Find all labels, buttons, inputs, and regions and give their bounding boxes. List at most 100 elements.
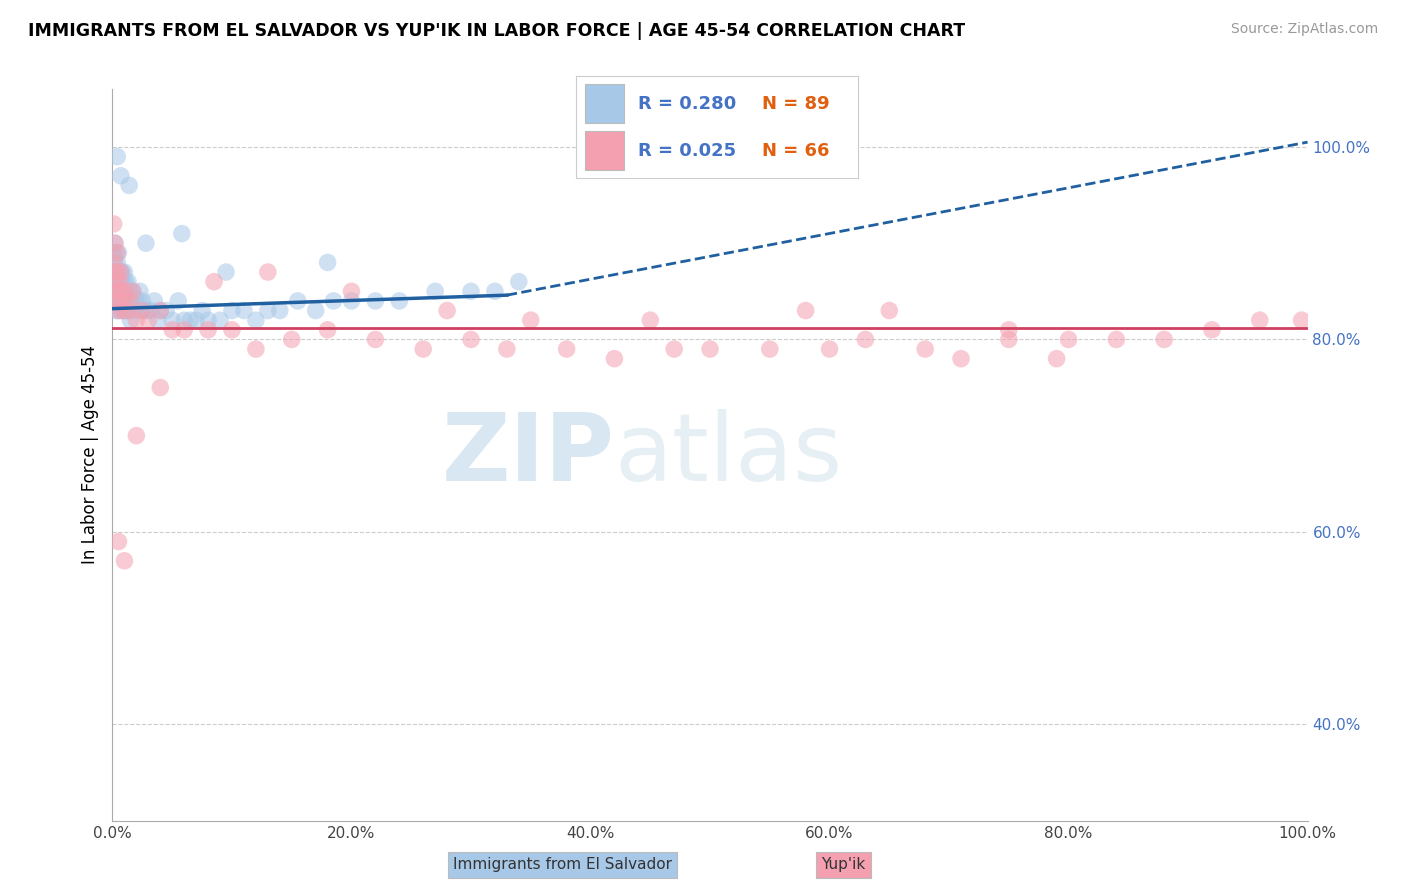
Point xyxy=(112,275,135,289)
Point xyxy=(209,313,232,327)
Point xyxy=(114,285,135,299)
Point xyxy=(125,293,148,308)
Point xyxy=(103,217,125,231)
Point xyxy=(281,333,304,347)
Point xyxy=(1057,333,1080,347)
Point xyxy=(117,275,139,289)
Text: Source: ZipAtlas.com: Source: ZipAtlas.com xyxy=(1230,22,1378,37)
Point xyxy=(149,303,172,318)
Point xyxy=(115,285,138,299)
Point xyxy=(114,554,135,568)
Point xyxy=(425,285,447,299)
Point xyxy=(111,265,134,279)
Point xyxy=(125,313,148,327)
Point xyxy=(1249,313,1271,327)
Point xyxy=(105,293,128,308)
Point xyxy=(104,275,127,289)
Point xyxy=(105,285,128,299)
Text: R = 0.025: R = 0.025 xyxy=(638,142,737,160)
Point xyxy=(117,303,139,318)
Point xyxy=(221,303,243,318)
Point xyxy=(105,245,128,260)
Point xyxy=(108,293,131,308)
Point xyxy=(603,351,626,366)
Point xyxy=(233,303,256,318)
Point xyxy=(162,313,183,327)
Point xyxy=(460,285,482,299)
Point xyxy=(107,534,129,549)
Y-axis label: In Labor Force | Age 45-54: In Labor Force | Age 45-54 xyxy=(80,345,98,565)
Point xyxy=(110,265,132,279)
Point xyxy=(121,293,143,308)
Point xyxy=(197,323,219,337)
Point xyxy=(146,313,169,327)
Point xyxy=(105,255,128,269)
Point xyxy=(120,293,142,308)
Point xyxy=(108,285,131,299)
Point xyxy=(143,293,166,308)
Point xyxy=(107,245,129,260)
Point xyxy=(167,293,190,308)
Point xyxy=(436,303,458,318)
Point xyxy=(322,293,344,308)
Point xyxy=(103,245,125,260)
Point xyxy=(173,323,195,337)
Point xyxy=(108,275,131,289)
Point xyxy=(103,265,125,279)
Text: N = 66: N = 66 xyxy=(762,142,830,160)
Text: IMMIGRANTS FROM EL SALVADOR VS YUP'IK IN LABOR FORCE | AGE 45-54 CORRELATION CHA: IMMIGRANTS FROM EL SALVADOR VS YUP'IK IN… xyxy=(28,22,966,40)
Point xyxy=(121,285,143,299)
Point xyxy=(162,323,183,337)
Point xyxy=(484,285,506,299)
Point xyxy=(245,313,267,327)
Point xyxy=(111,285,134,299)
Point xyxy=(107,285,129,299)
Point xyxy=(998,333,1021,347)
Point xyxy=(520,313,543,327)
Point xyxy=(340,293,363,308)
Point xyxy=(103,255,125,269)
Point xyxy=(103,285,125,299)
Point xyxy=(104,293,127,308)
Point xyxy=(818,342,841,356)
Point xyxy=(759,342,782,356)
Point xyxy=(699,342,721,356)
Point xyxy=(202,275,225,289)
Point xyxy=(215,265,238,279)
Point xyxy=(131,293,153,308)
Point xyxy=(640,313,662,327)
Point xyxy=(114,285,136,299)
Text: ZIP: ZIP xyxy=(441,409,614,501)
Point xyxy=(107,275,129,289)
Point xyxy=(173,313,195,327)
Point xyxy=(388,293,411,308)
Point xyxy=(186,313,208,327)
Point xyxy=(105,265,128,279)
Point xyxy=(114,293,135,308)
Text: Yup'ik: Yup'ik xyxy=(821,857,866,872)
Point xyxy=(112,303,135,318)
Point xyxy=(108,303,131,318)
Point xyxy=(138,313,160,327)
Point xyxy=(139,303,162,318)
Point xyxy=(245,342,267,356)
Text: Immigrants from El Salvador: Immigrants from El Salvador xyxy=(453,857,672,872)
Point xyxy=(105,265,128,279)
Point xyxy=(114,293,135,308)
Point xyxy=(121,285,143,299)
Point xyxy=(879,303,901,318)
Point xyxy=(105,285,128,299)
Point xyxy=(105,303,128,318)
Point xyxy=(114,275,136,289)
Point xyxy=(1291,313,1313,327)
Point xyxy=(179,313,201,327)
Point xyxy=(316,255,339,269)
Point xyxy=(120,313,142,327)
Point xyxy=(1105,333,1128,347)
Point xyxy=(122,303,145,318)
Point xyxy=(115,293,138,308)
Point xyxy=(1153,333,1175,347)
Point xyxy=(555,342,578,356)
Point xyxy=(364,333,387,347)
Point xyxy=(111,285,134,299)
